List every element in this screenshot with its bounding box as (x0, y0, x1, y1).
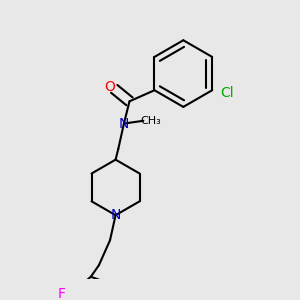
Text: N: N (110, 208, 121, 222)
Text: N: N (119, 117, 129, 130)
Text: O: O (104, 80, 115, 94)
Text: Cl: Cl (220, 86, 234, 100)
Text: F: F (57, 287, 65, 300)
Text: CH₃: CH₃ (140, 116, 161, 126)
